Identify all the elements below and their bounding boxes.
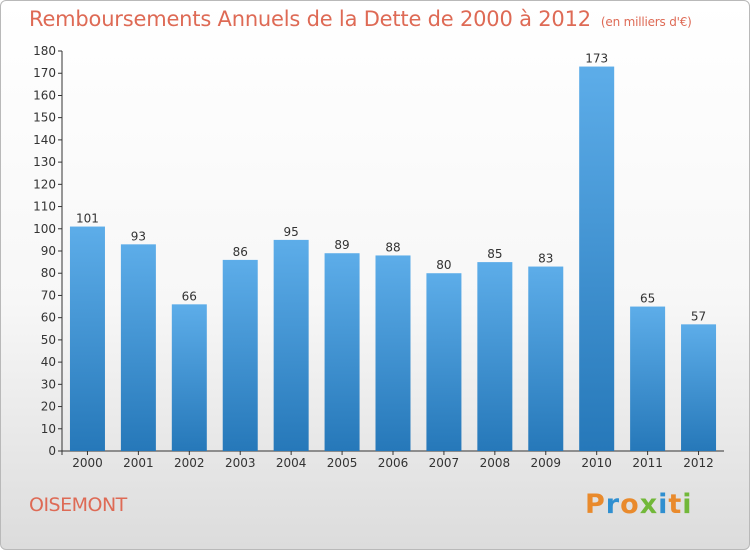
y-tick-label: 30	[41, 377, 56, 391]
y-tick-label: 100	[33, 222, 56, 236]
y-tick-label: 130	[33, 155, 56, 169]
x-tick-label: 2011	[632, 456, 663, 470]
logo-letter: x	[639, 489, 659, 520]
y-tick-label: 170	[33, 66, 56, 80]
x-tick-label: 2007	[429, 456, 460, 470]
y-tick-label: 60	[41, 311, 56, 325]
value-label: 83	[538, 252, 553, 266]
value-label: 173	[585, 52, 608, 66]
y-tick-label: 140	[33, 133, 56, 147]
value-label: 101	[76, 212, 99, 226]
x-tick-label: 2006	[378, 456, 409, 470]
chart-title-text: Remboursements Annuels de la Dette de 20…	[29, 7, 591, 31]
bar-2001	[120, 244, 156, 451]
y-tick-label: 180	[33, 44, 56, 58]
value-label: 80	[436, 258, 451, 272]
y-tick-label: 40	[41, 355, 56, 369]
bar-2003	[222, 259, 258, 451]
bar-2008	[477, 262, 513, 451]
labels: 2000 101 2001 93 2002 66 2003 86 2004 95 2005 89 200…	[72, 52, 714, 470]
value-label: 66	[182, 289, 197, 303]
value-label: 57	[691, 309, 706, 323]
bar-2012	[681, 324, 717, 451]
city-name: OISEMONT	[29, 494, 127, 516]
logo-letter: t	[668, 489, 683, 520]
bar-2004	[273, 239, 309, 451]
value-label: 88	[385, 240, 400, 254]
value-label: 85	[487, 247, 502, 261]
bar-2010	[579, 66, 615, 452]
value-label: 86	[233, 245, 248, 259]
x-tick-label: 2003	[225, 456, 256, 470]
bar-2005	[324, 253, 360, 451]
y-tick-label: 150	[33, 111, 56, 125]
y-tick-label: 80	[41, 266, 56, 280]
y-tick-label: 10	[41, 422, 56, 436]
axes: 0 10 20 30 40 50 60 70 80 90 100 110 120 130 140 150 160…	[33, 44, 724, 458]
x-tick-label: 2008	[480, 456, 511, 470]
value-label: 65	[640, 292, 655, 306]
y-tick-label: 110	[33, 200, 56, 214]
logo-letter: r	[605, 489, 621, 520]
x-tick-label: 2002	[174, 456, 205, 470]
x-tick-label: 2004	[276, 456, 307, 470]
y-tick-label: 70	[41, 288, 56, 302]
bar-2007	[426, 273, 462, 451]
bar-2000	[69, 226, 105, 451]
x-tick-label: 2001	[123, 456, 154, 470]
y-tick-label: 90	[41, 244, 56, 258]
logo-letter: i	[682, 489, 693, 520]
y-tick-label: 0	[48, 444, 56, 458]
x-tick-label: 2012	[683, 456, 714, 470]
bar-2006	[375, 255, 411, 451]
x-tick-label: 2005	[327, 456, 358, 470]
y-tick-label: 50	[41, 333, 56, 347]
logo-letter: P	[585, 489, 606, 520]
x-tick-label: 2000	[72, 456, 103, 470]
bar-2009	[528, 266, 564, 451]
value-label: 95	[284, 225, 299, 239]
y-tick-label: 20	[41, 400, 56, 414]
proxiti-logo[interactable]: Proxiti	[585, 489, 693, 520]
bars	[69, 66, 717, 452]
value-label: 89	[334, 238, 349, 252]
y-tick-label: 160	[33, 88, 56, 102]
y-tick-label: 120	[33, 177, 56, 191]
chart-title: Remboursements Annuels de la Dette de 20…	[29, 7, 692, 31]
bar-2011	[630, 306, 666, 451]
logo-letter: i	[658, 489, 669, 520]
x-tick-label: 2009	[530, 456, 561, 470]
chart-unit: (en milliers d'€)	[600, 15, 692, 29]
value-label: 93	[131, 229, 146, 243]
x-tick-label: 2010	[581, 456, 612, 470]
logo-letter: o	[620, 489, 640, 520]
bar-2002	[171, 304, 207, 451]
